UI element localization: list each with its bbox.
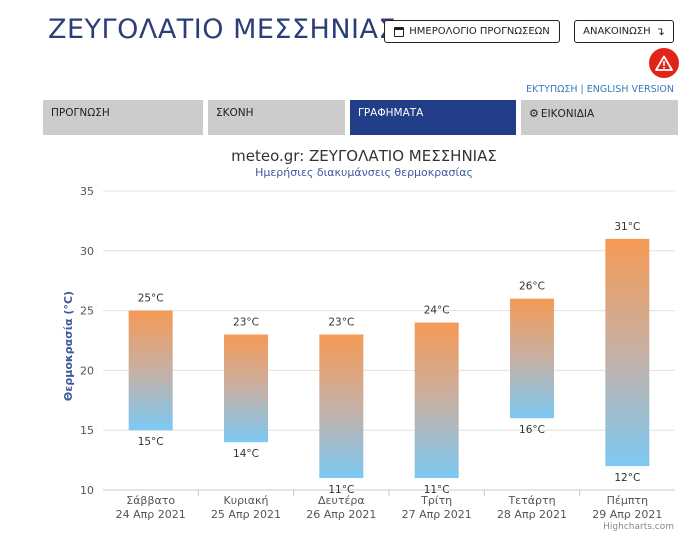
x-tick-date: 26 Απρ 2021 (306, 508, 376, 521)
warning-triangle-icon[interactable] (649, 48, 679, 78)
x-tick-date: 25 Απρ 2021 (211, 508, 281, 521)
tab-icons[interactable]: ⚙ ΕΙΚΟΝΙΔΙΑ (521, 100, 678, 135)
link-separator: | (580, 84, 584, 95)
y-axis-label: Θερμοκρασία (°C) (62, 291, 75, 401)
forecast-calendar-button[interactable]: ΗΜΕΡΟΛΟΓΙΟ ΠΡΟΓΝΩΣΕΩΝ (384, 20, 560, 43)
announcement-button[interactable]: ΑΝΑΚΟΙΝΩΣΗ ↴ (574, 20, 674, 43)
chart-grid (103, 190, 675, 491)
arrow-down-icon: ↴ (655, 25, 665, 38)
main-tabs: ΠΡΟΓΝΩΣΗ ΣΚΟΝΗ ΓΡΑΦΗΜΑΤΑ ⚙ ΕΙΚΟΝΙΔΙΑ (43, 100, 678, 135)
min-temp-label: 12°C (614, 472, 640, 484)
max-temp-label: 25°C (138, 293, 164, 305)
x-tick-day: Δευτέρα (318, 494, 365, 507)
x-tick-day: Τρίτη (420, 494, 452, 507)
temperature-range-bar[interactable] (605, 238, 650, 467)
max-temp-label: 31°C (614, 221, 640, 233)
x-tick-day: Τετάρτη (507, 494, 555, 507)
y-tick-label: 25 (80, 305, 94, 318)
x-tick-date: 24 Απρ 2021 (116, 508, 186, 521)
forecast-calendar-label: ΗΜΕΡΟΛΟΓΙΟ ΠΡΟΓΝΩΣΕΩΝ (409, 26, 550, 37)
english-version-link[interactable]: ENGLISH VERSION (586, 84, 674, 95)
tab-charts[interactable]: ΓΡΑΦΗΜΑΤΑ (350, 100, 516, 135)
temperature-range-chart: meteo.gr: ΖΕΥΓΟΛΑΤΙΟ ΜΕΣΣΗΝΙΑΣ Ημερήσιες… (62, 147, 675, 532)
announcement-label: ΑΝΑΚΟΙΝΩΣΗ (583, 26, 651, 37)
max-temp-label: 23°C (328, 317, 354, 329)
min-temp-label: 11°C (424, 484, 450, 496)
y-tick-label: 30 (80, 245, 94, 258)
tab-icons-label: ΕΙΚΟΝΙΔΙΑ (540, 108, 595, 120)
min-temp-label: 15°C (138, 436, 164, 448)
x-tick-day: Πέμπτη (607, 494, 648, 507)
chart-title: meteo.gr: ΖΕΥΓΟΛΑΤΙΟ ΜΕΣΣΗΝΙΑΣ (231, 147, 497, 165)
max-temp-label: 23°C (233, 317, 259, 329)
tab-dust[interactable]: ΣΚΟΝΗ (208, 100, 345, 135)
temperature-range-bar[interactable] (224, 334, 268, 443)
print-link[interactable]: ΕΚΤΥΠΩΣΗ (526, 84, 578, 95)
temperature-range-bar[interactable] (319, 334, 364, 479)
max-temp-label: 24°C (424, 305, 450, 317)
y-tick-label: 15 (80, 424, 94, 437)
x-tick-date: 28 Απρ 2021 (497, 508, 567, 521)
tab-forecast[interactable]: ΠΡΟΓΝΩΣΗ (43, 100, 203, 135)
x-tick-date: 27 Απρ 2021 (402, 508, 472, 521)
temperature-range-bar[interactable] (414, 322, 459, 479)
min-temp-label: 11°C (328, 484, 354, 496)
calendar-icon (394, 26, 405, 37)
min-temp-label: 14°C (233, 448, 259, 460)
top-links: ΕΚΤΥΠΩΣΗ | ENGLISH VERSION (526, 84, 674, 95)
chart-subtitle: Ημερήσιες διακυμάνσεις θερμοκρασίας (255, 166, 473, 179)
y-axis-ticks: 10 15 20 25 30 35 (80, 185, 94, 497)
chart-bars: 25°C 15°C 23°C 14°C 23°C 11°C 24°C 11°C 26°C 16°C… (128, 221, 650, 496)
y-tick-label: 20 (80, 364, 94, 377)
page-title: ΖΕΥΓΟΛΑΤΙΟ ΜΕΣΣΗΝΙΑΣ (48, 14, 397, 45)
gear-icon: ⚙ (529, 107, 539, 120)
temperature-range-bar[interactable] (510, 298, 554, 419)
highcharts-credits[interactable]: Highcharts.com (603, 522, 674, 532)
min-temp-label: 16°C (519, 424, 545, 436)
y-tick-label: 35 (80, 185, 94, 198)
x-tick-day: Κυριακή (224, 494, 269, 507)
x-tick-date: 29 Απρ 2021 (592, 508, 662, 521)
max-temp-label: 26°C (519, 281, 545, 293)
x-tick-day: Σάββατο (126, 494, 175, 507)
temperature-range-bar[interactable] (128, 310, 173, 431)
y-tick-label: 10 (80, 484, 94, 497)
